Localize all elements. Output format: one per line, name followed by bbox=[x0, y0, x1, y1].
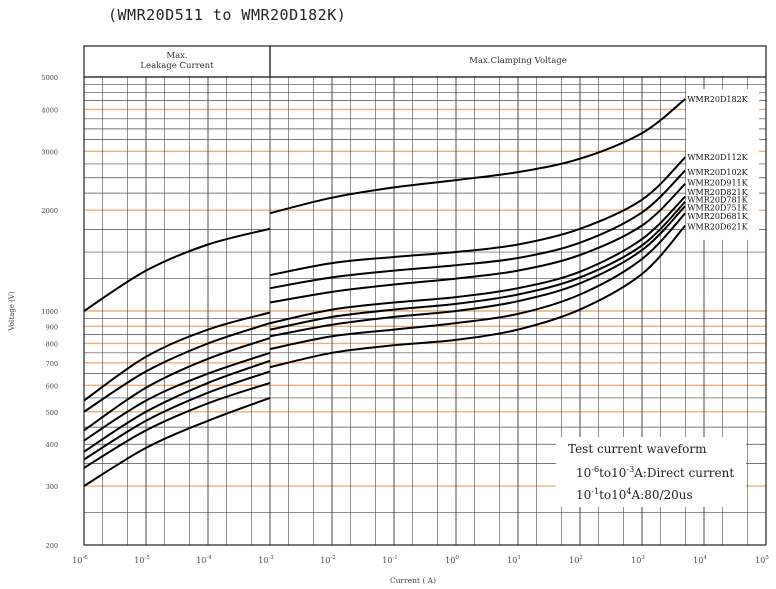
y-tick-label: 200 bbox=[46, 542, 58, 550]
x-tick-label: 101 bbox=[507, 555, 521, 565]
y-tick-label: 5000 bbox=[41, 74, 58, 82]
y-tick-label: 2000 bbox=[41, 207, 58, 215]
curve-clamp-wmr20d911k bbox=[269, 182, 686, 304]
curve-leakage-wmr20d112k bbox=[83, 311, 271, 402]
curve-leakage-wmr20d781k bbox=[83, 359, 271, 453]
curve-label: WMR20D681K bbox=[687, 212, 748, 221]
x-tick-label: 10-6 bbox=[72, 555, 88, 565]
curve-label: WMR20D751K bbox=[687, 203, 748, 212]
curve-leakage-wmr20d751k bbox=[83, 370, 271, 461]
curve-leakage-wmr20d821k bbox=[83, 351, 271, 442]
y-tick-label: 4000 bbox=[41, 106, 58, 114]
curve-label: WMR20D182K bbox=[687, 95, 748, 104]
curve-label: WMR20D112K bbox=[687, 153, 748, 162]
x-tick-label: 100 bbox=[445, 555, 459, 565]
chart-title: (WMR20D511 to WMR20D182K) bbox=[108, 6, 347, 24]
region-header-label: Max. bbox=[166, 51, 187, 61]
curve-clamp-wmr20d781k bbox=[269, 200, 687, 331]
grid-lines bbox=[83, 76, 767, 546]
y-tick-label: 500 bbox=[46, 409, 58, 417]
y-tick-label: 600 bbox=[46, 382, 58, 390]
curve-label-background bbox=[686, 89, 759, 240]
curve-leakage-wmr20d681k bbox=[83, 381, 271, 469]
y-axis-label: Voltage (V) bbox=[8, 291, 16, 331]
x-tick-label: 10-4 bbox=[196, 555, 212, 565]
x-tick-label: 10-1 bbox=[382, 555, 398, 565]
x-tick-label: 10-2 bbox=[320, 555, 336, 565]
curve-clamp-wmr20d681k bbox=[269, 212, 687, 350]
region-headers: Max.Leakage Current Max.Clamping Voltage bbox=[83, 45, 767, 78]
annotation-line-2: 10-1to104A:80/20us bbox=[576, 487, 693, 502]
x-tick-label: 10-5 bbox=[134, 555, 150, 565]
y-tick-label: 900 bbox=[46, 323, 58, 331]
y-tick-label: 300 bbox=[46, 483, 58, 491]
annotation-line-1: 10-6to10-3A:Direct current bbox=[576, 465, 734, 480]
curve-label: WMR20D781K bbox=[687, 196, 748, 205]
curve-leakage-wmr20d911k bbox=[83, 337, 271, 432]
x-tick-label: 103 bbox=[631, 555, 645, 565]
test-waveform-annotation: Test current waveform 10-6to10-3A:Direct … bbox=[556, 437, 746, 507]
curve-clamp-wmr20d621k bbox=[269, 224, 687, 369]
annotation-box bbox=[556, 437, 746, 507]
y-tick-label: 3000 bbox=[41, 148, 58, 156]
x-tick-label: 105 bbox=[755, 555, 769, 565]
curve-label: WMR20D821K bbox=[687, 188, 748, 197]
curve-clamp-wmr20d751k bbox=[269, 205, 687, 338]
series-curves bbox=[83, 98, 687, 487]
curve-clamp-wmr20d182k bbox=[269, 98, 686, 215]
curve-clamp-wmr20d102k bbox=[269, 169, 686, 290]
curve-clamp-wmr20d821k bbox=[269, 195, 687, 325]
y-tick-label: 400 bbox=[46, 441, 58, 449]
y-tick-label: 700 bbox=[46, 360, 58, 368]
region-header-label: Leakage Current bbox=[140, 61, 214, 71]
curve-label: WMR20D621K bbox=[687, 222, 748, 231]
axes: 200 300 400 500 600 700 800 900 1000 2000 3000 4000… bbox=[8, 74, 769, 585]
curve-leakage-wmr20d621k bbox=[83, 396, 271, 487]
x-tick-label: 10-3 bbox=[258, 555, 274, 565]
curve-label: WMR20D102K bbox=[687, 168, 748, 177]
annotation-title: Test current waveform bbox=[568, 442, 707, 456]
y-tick-label: 800 bbox=[46, 340, 58, 348]
y-tick-label: 1000 bbox=[41, 308, 58, 316]
x-tick-label: 104 bbox=[693, 555, 707, 565]
curve-labels: WMR20D182K WMR20D112K WMR20D102K WMR20D911K… bbox=[686, 89, 759, 240]
region-header-label: Max.Clamping Voltage bbox=[469, 56, 567, 66]
x-tick-label: 102 bbox=[569, 555, 583, 565]
curve-clamp-wmr20d112k bbox=[269, 156, 687, 277]
curve-leakage-wmr20d102k bbox=[83, 322, 271, 413]
x-axis-label: Current ( A) bbox=[390, 576, 436, 585]
curve-leakage-wmr20d182k bbox=[83, 227, 271, 312]
plot-frame bbox=[83, 76, 767, 546]
curve-label: WMR20D911K bbox=[687, 179, 748, 188]
